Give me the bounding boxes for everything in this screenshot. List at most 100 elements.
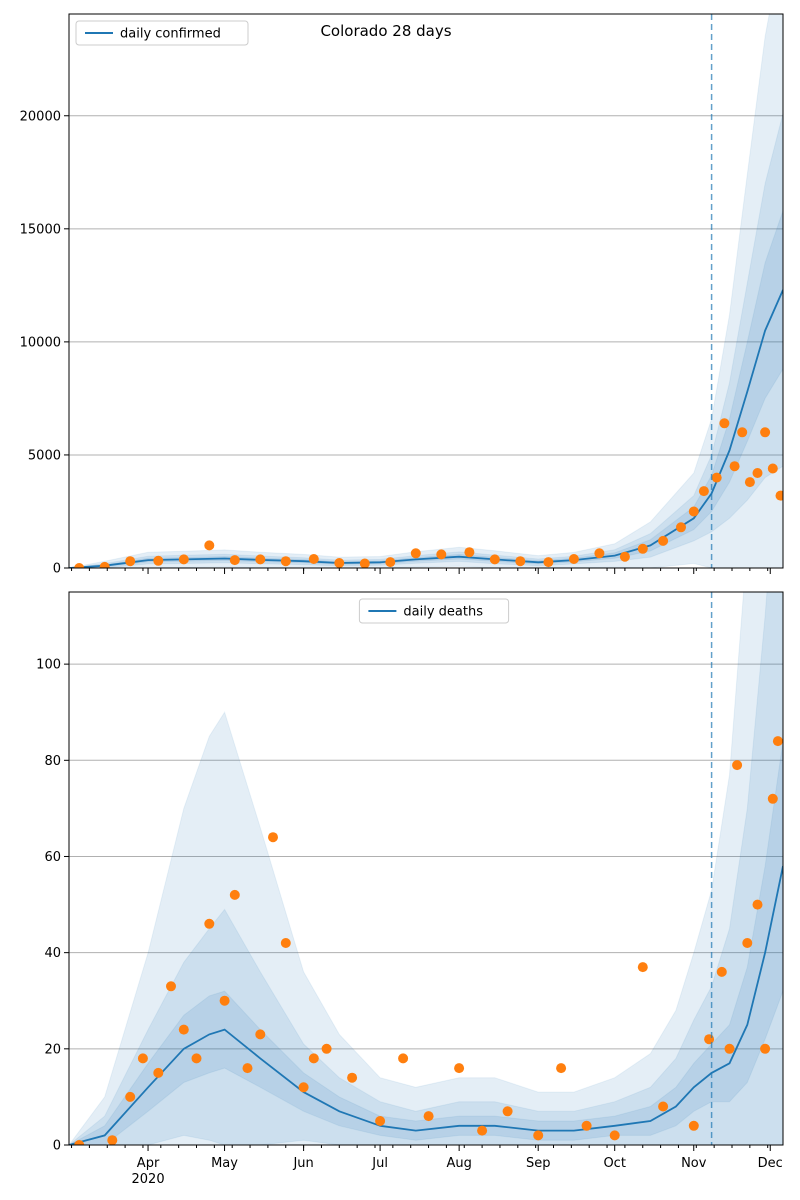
data-point (688, 1120, 699, 1131)
data-point (204, 918, 215, 929)
data-point (658, 535, 669, 546)
data-point (767, 793, 778, 804)
data-point (637, 543, 648, 554)
y-tick-label: 10000 (20, 335, 61, 350)
data-point (321, 1043, 332, 1054)
uncertainty-band (69, 210, 783, 568)
series-line (69, 289, 783, 568)
x-tick-label: May (211, 1156, 238, 1171)
data-point (280, 556, 291, 567)
data-point (676, 522, 686, 533)
uncertainty-band (69, 113, 783, 568)
data-point (775, 490, 783, 501)
legend-label: daily confirmed (120, 27, 221, 42)
data-point (107, 1135, 118, 1145)
data-point (153, 1067, 164, 1078)
x-tick-label: Jul (371, 1156, 388, 1171)
data-point (423, 1111, 434, 1122)
y-tick-label: 20 (44, 1042, 61, 1057)
plot-frame (68, 13, 784, 569)
data-point (137, 1053, 148, 1064)
data-point (74, 563, 85, 568)
data-point (711, 472, 722, 483)
legend: daily confirmed (75, 20, 249, 46)
data-point (716, 966, 727, 977)
data-point (719, 418, 730, 429)
data-point (375, 1116, 386, 1126)
data-point (732, 760, 743, 771)
x-tick-label: Dec (758, 1156, 783, 1171)
uncertainty-band (69, 14, 783, 568)
chart-title: Colorado 28 days (320, 22, 451, 40)
data-point (704, 1034, 715, 1045)
data-point (760, 427, 771, 438)
series-line (69, 865, 783, 1145)
data-point (280, 938, 291, 948)
legend: daily deaths (358, 598, 510, 624)
legend-box (75, 20, 249, 46)
data-point (515, 556, 526, 567)
data-point (99, 561, 110, 568)
plot-area (69, 592, 783, 1145)
data-point (752, 899, 763, 910)
data-point (724, 1043, 735, 1054)
data-point (334, 558, 345, 568)
data-point (74, 1140, 85, 1145)
x-tick-label: Apr (137, 1156, 160, 1171)
data-point (125, 556, 136, 567)
data-point (688, 506, 699, 517)
data-point (772, 736, 783, 747)
legend-label: daily deaths (403, 605, 483, 620)
x-tick-label: Aug (446, 1156, 471, 1171)
data-point (398, 1053, 409, 1064)
data-point (204, 540, 215, 551)
data-point (454, 1063, 465, 1074)
data-point (637, 962, 648, 973)
x-tick-label: Oct (603, 1156, 625, 1171)
x-tick-label: Nov (681, 1156, 707, 1171)
data-point (744, 477, 755, 488)
data-point (752, 468, 763, 478)
y-tick-label: 0 (53, 1139, 61, 1154)
uncertainty-band (69, 741, 783, 1145)
data-point (308, 554, 319, 564)
data-point (609, 1130, 620, 1141)
data-point (298, 1082, 309, 1093)
y-tick-label: 0 (53, 562, 61, 577)
chart-panel-1: 0 5000 10000 15000 20000 Colorado 28 days dail… (20, 13, 784, 577)
data-point (410, 548, 421, 559)
data-point (178, 554, 189, 565)
data-point (125, 1091, 136, 1102)
data-point (219, 995, 230, 1006)
data-point (619, 551, 630, 562)
data-point (242, 1063, 253, 1074)
data-point (347, 1072, 358, 1083)
data-point (268, 832, 278, 843)
data-point (359, 558, 370, 568)
x-tick-label: Sep (526, 1156, 551, 1171)
data-point (533, 1130, 544, 1141)
data-point (255, 1029, 266, 1040)
data-point (436, 549, 447, 560)
plot-area (69, 14, 783, 568)
data-point (178, 1024, 189, 1035)
chart-panel-2: 0 20 40 60 80 100 Apr May Jun Jul Aug Sep Oct Nov Dec 2… (36, 591, 784, 1187)
data-point (308, 1053, 319, 1064)
data-point (255, 554, 266, 565)
data-point (658, 1101, 669, 1112)
y-tick-label: 80 (44, 754, 61, 769)
data-point (489, 554, 500, 565)
data-point (464, 547, 475, 558)
data-point (581, 1120, 592, 1131)
y-tick-label: 15000 (20, 222, 61, 237)
data-point (502, 1106, 513, 1117)
data-point (594, 548, 605, 559)
data-point (543, 557, 554, 568)
plot-frame (68, 591, 784, 1146)
data-point (737, 427, 748, 438)
data-point (191, 1053, 202, 1064)
uncertainty-band (69, 592, 783, 1145)
y-tick-label: 60 (44, 850, 61, 865)
y-tick-label: 100 (36, 658, 61, 673)
